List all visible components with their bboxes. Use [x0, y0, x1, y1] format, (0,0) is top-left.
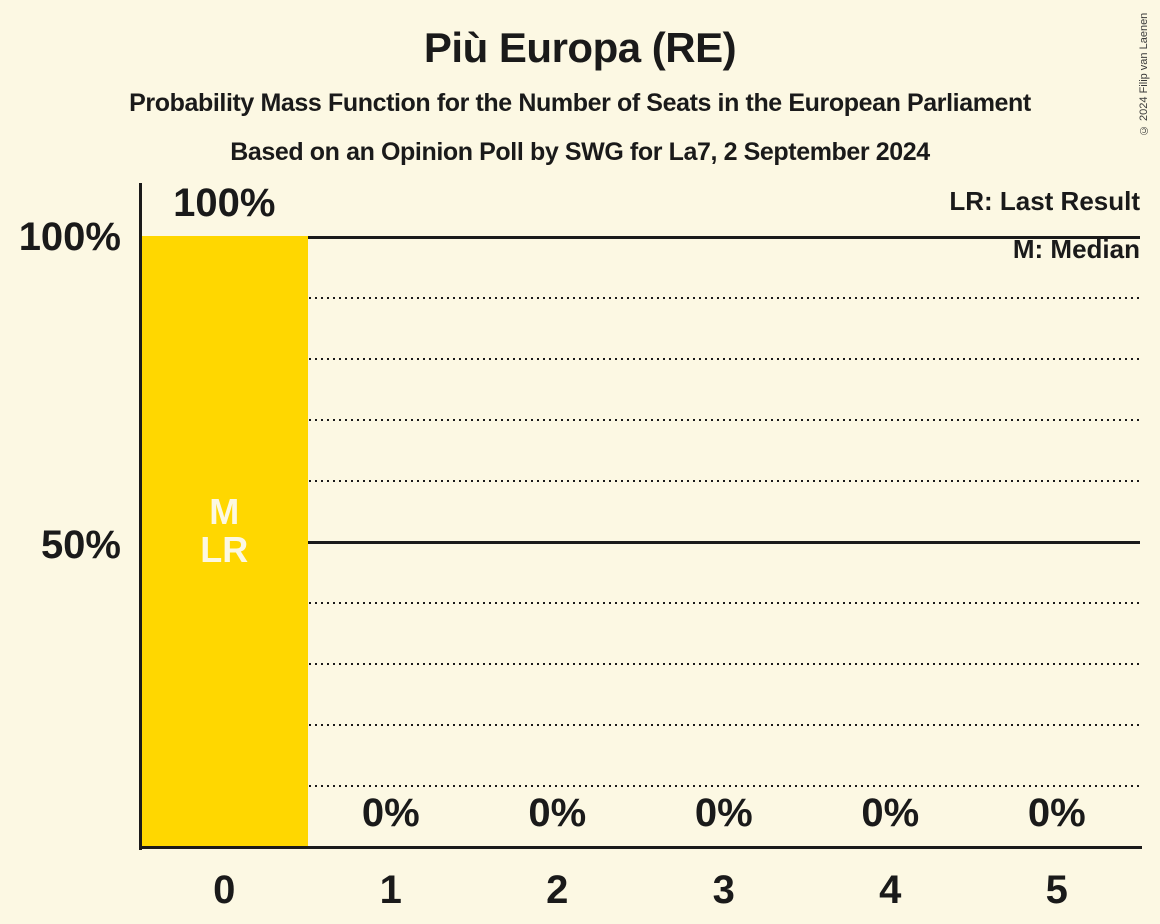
bar-column-5: 0% [974, 236, 1141, 846]
legend-median: M: Median [1012, 234, 1140, 264]
bar-value-label-4: 0% [861, 791, 920, 835]
bar-column-1: 0% [308, 236, 475, 846]
gridline-30 [141, 663, 1140, 665]
bar-value-label-1: 0% [361, 791, 420, 835]
x-tick-label-5: 5 [1045, 868, 1068, 912]
gridline-10 [141, 785, 1140, 787]
x-tick-label-0: 0 [213, 868, 236, 912]
bar-value-label-2: 0% [528, 791, 587, 835]
gridline-40 [141, 602, 1140, 604]
y-axis-label-50: 50% [40, 523, 121, 567]
bar-value-label-3: 0% [694, 791, 753, 835]
gridline-50 [141, 541, 1140, 544]
bar-seats-0 [141, 236, 308, 846]
gridline-100 [141, 236, 1140, 239]
gridline-60 [141, 480, 1140, 482]
y-axis-label-100: 100% [18, 215, 121, 259]
bar-annotation-median-last-result: M LR [200, 491, 249, 570]
gridline-20 [141, 724, 1140, 726]
gridline-80 [141, 358, 1140, 360]
bar-column-2: 0% [474, 236, 641, 846]
x-axis-line [139, 846, 1142, 849]
x-tick-label-1: 1 [379, 868, 402, 912]
x-tick-label-3: 3 [712, 868, 735, 912]
y-axis-line [139, 183, 142, 850]
copyright-text: © 2024 Filip van Laenen [1138, 12, 1150, 136]
plot-area: 100% M LR 0% 0% 0% 0% 0% [141, 182, 1141, 846]
bar-column-0: 100% M LR [141, 182, 308, 846]
bar-value-label-0: 100% [173, 181, 276, 225]
legend-last-result: LR: Last Result [949, 186, 1140, 216]
bar-column-3: 0% [641, 236, 808, 846]
bar-column-4: 0% [807, 236, 974, 846]
chart-subtitle: Probability Mass Function for the Number… [129, 89, 1031, 117]
chart-source-line: Based on an Opinion Poll by SWG for La7,… [230, 138, 930, 166]
bar-value-label-5: 0% [1027, 791, 1086, 835]
x-tick-label-4: 4 [879, 868, 902, 912]
gridline-70 [141, 419, 1140, 421]
x-tick-label-2: 2 [546, 868, 569, 912]
gridline-90 [141, 297, 1140, 299]
chart-title: Più Europa (RE) [423, 24, 737, 71]
